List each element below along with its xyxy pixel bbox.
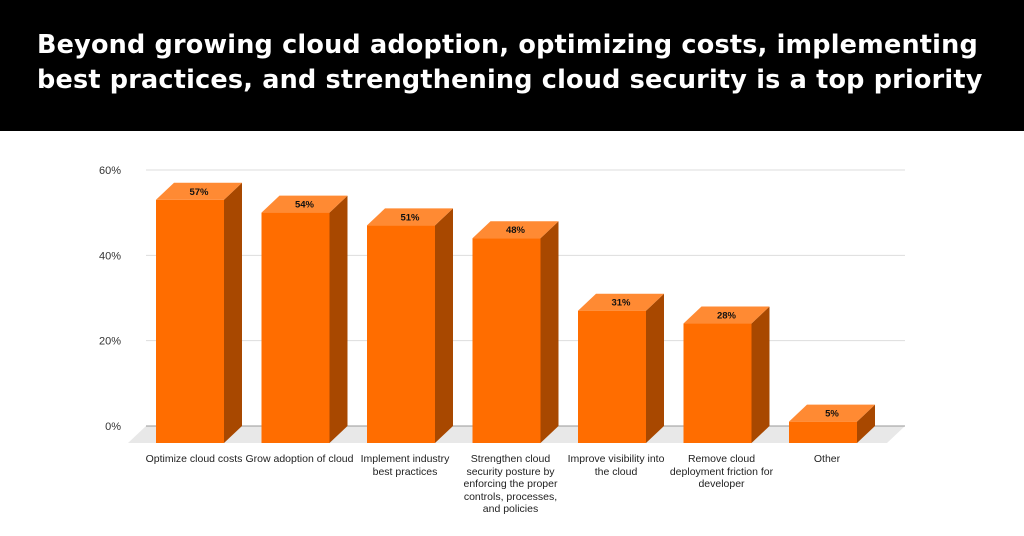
bar xyxy=(789,421,857,443)
y-tick-label: 60% xyxy=(99,165,121,177)
data-label: 28% xyxy=(717,311,737,322)
bar xyxy=(156,199,224,443)
bar xyxy=(367,225,435,443)
bar xyxy=(578,310,646,443)
x-category-label: Optimize cloud costs xyxy=(145,453,243,465)
bar-side xyxy=(857,404,875,443)
bar-top xyxy=(789,404,875,422)
bar-side xyxy=(646,293,664,443)
x-category-label: Improve visibility into the cloud xyxy=(567,453,665,478)
bar-side xyxy=(435,208,453,443)
bar-side xyxy=(540,221,559,443)
bar-side xyxy=(751,306,770,443)
bar-top xyxy=(367,208,453,226)
chart-title: Beyond growing cloud adoption, optimizin… xyxy=(37,30,983,95)
x-category-label: Implement industry best practices xyxy=(360,453,450,478)
data-label: 51% xyxy=(400,212,420,223)
y-tick-label: 0% xyxy=(105,421,121,433)
data-label: 5% xyxy=(825,409,839,420)
x-category-label: Grow adoption of cloud xyxy=(245,453,354,465)
bar xyxy=(472,238,541,443)
bar-top xyxy=(261,195,348,213)
bar-top xyxy=(156,182,242,200)
bar-top xyxy=(578,293,664,311)
bar xyxy=(683,323,752,443)
bar-side xyxy=(224,182,242,444)
title-banner: Beyond growing cloud adoption, optimizin… xyxy=(0,0,1024,131)
data-label: 57% xyxy=(189,187,209,198)
y-tick-label: 20% xyxy=(99,336,121,348)
bar-side xyxy=(329,195,348,443)
x-category-label: Remove cloud deployment friction for dev… xyxy=(669,453,774,490)
bar-top xyxy=(683,306,770,324)
bar-top xyxy=(472,221,559,239)
bar xyxy=(261,212,330,443)
bar-chart: 0% 20% 40% 60% 57% 54% 51% 48% 31% 28% 5% Optimize… xyxy=(0,131,1024,531)
y-tick-label: 40% xyxy=(99,250,121,262)
data-label: 48% xyxy=(506,225,526,236)
x-category-label: Strengthen cloud security posture by enf… xyxy=(463,453,558,515)
x-category-label: Other xyxy=(813,453,841,465)
chart-canvas: 0% 20% 40% 60% 57% 54% 51% 48% 31% 28% 5% xyxy=(99,165,905,444)
data-label: 31% xyxy=(611,298,631,309)
data-label: 54% xyxy=(295,200,315,211)
